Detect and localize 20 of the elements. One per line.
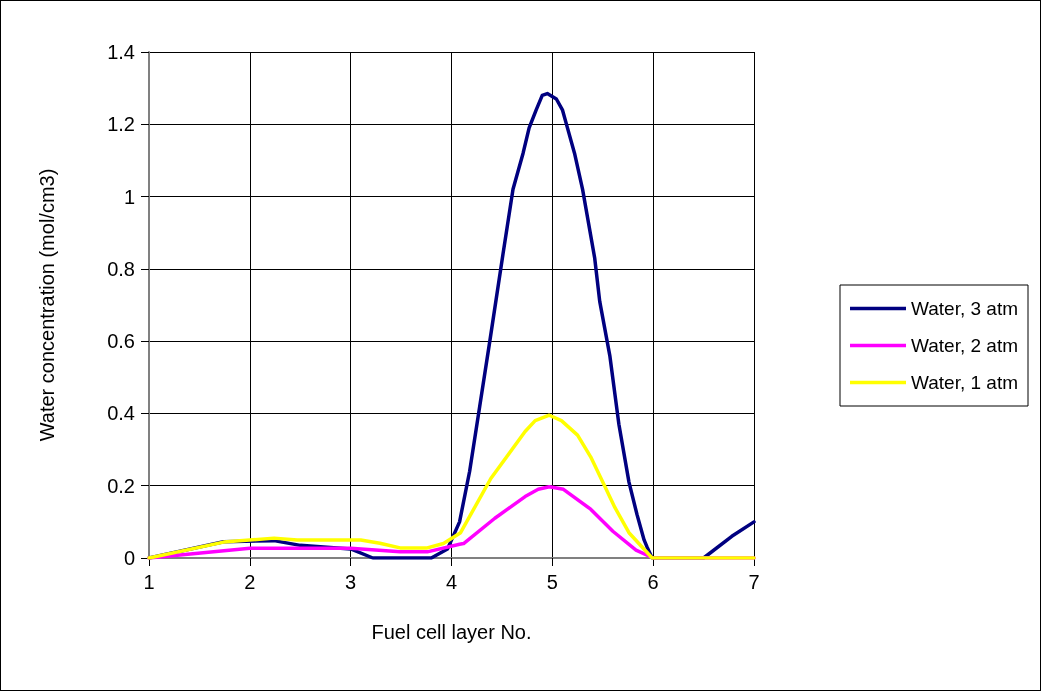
- x-tick-label: 4: [445, 571, 458, 593]
- x-tick-label: 2: [244, 571, 256, 593]
- y-tick-label: 0.4: [107, 402, 135, 425]
- y-tick-label: 1.2: [107, 113, 135, 136]
- x-tick-label: 5: [546, 571, 558, 593]
- legend-label: Water, 3 atm: [911, 298, 1018, 319]
- y-tick-label: 0.8: [107, 257, 135, 280]
- x-tick-label: 7: [748, 571, 760, 593]
- x-tick-label: 1: [143, 571, 155, 593]
- x-tick-label: 6: [647, 571, 659, 593]
- x-tick-label: 3: [345, 571, 357, 593]
- y-tick-label: 0.6: [107, 330, 135, 353]
- y-tick-label: 0: [123, 547, 135, 569]
- legend-label: Water, 2 atm: [911, 335, 1018, 356]
- y-axis-title: Water concentration (mol/cm3): [36, 168, 58, 442]
- legend-label: Water, 1 atm: [911, 372, 1018, 393]
- y-tick-label: 0.2: [107, 474, 135, 497]
- x-axis-title: Fuel cell layer No.: [371, 621, 532, 643]
- y-tick-label: 1: [123, 185, 135, 208]
- y-tick-label: 1.4: [107, 41, 135, 63]
